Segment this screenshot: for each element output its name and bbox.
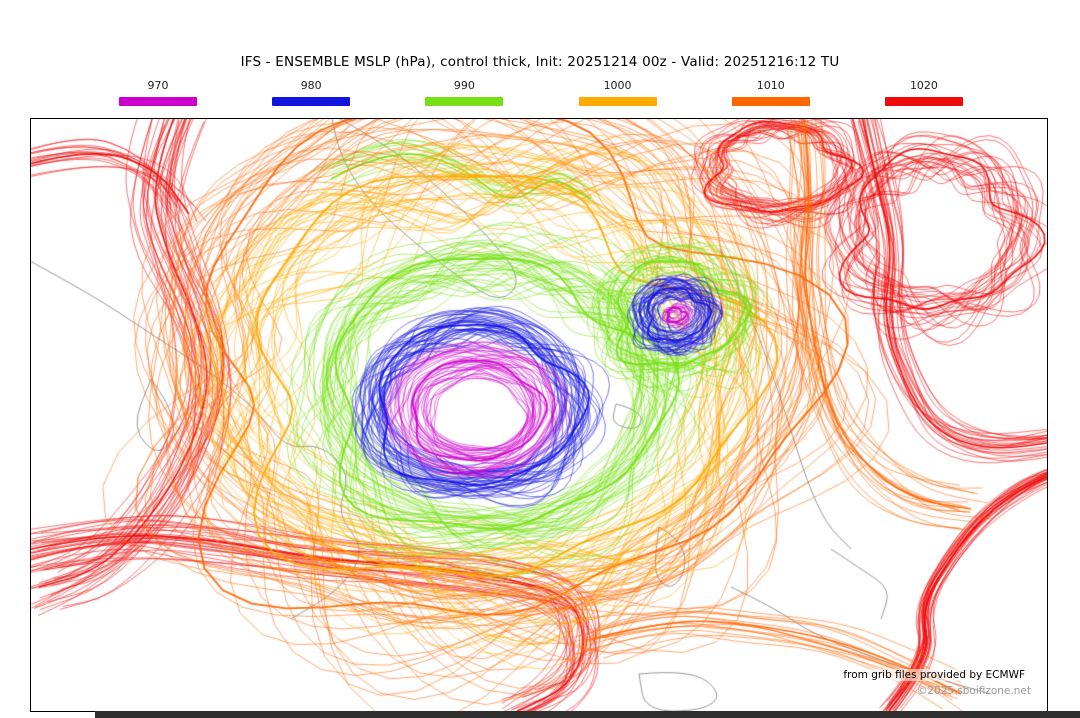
legend-item-970: 970 [118,79,198,106]
legend-label: 1020 [909,79,938,92]
legend-item-1020: 1020 [884,79,964,106]
contour-canvas [31,119,1047,711]
map-area: from grib files provided by ECMWF ©2025 … [30,118,1048,712]
legend-label: 970 [147,79,169,92]
legend-item-990: 990 [424,79,504,106]
legend-color-bar [578,97,657,106]
legend-item-1000: 1000 [578,79,658,106]
legend-color-bar [425,97,504,106]
legend-label: 1010 [756,79,785,92]
legend-color-bar [731,97,810,106]
bottom-bar [95,711,1080,718]
legend-label: 1000 [603,79,632,92]
legend-label: 980 [300,79,322,92]
attribution-ecmwf: from grib files provided by ECMWF [841,669,1027,681]
legend-item-980: 980 [271,79,351,106]
legend-color-bar [884,97,963,106]
pressure-legend: 970 980 990 1000 1010 1020 [118,79,964,106]
legend-color-bar [272,97,351,106]
legend-label: 990 [453,79,475,92]
chart-title: IFS - ENSEMBLE MSLP (hPa), control thick… [240,54,840,70]
legend-item-1010: 1010 [731,79,811,106]
attribution-copyright: ©2025 sboifizone.net [916,685,1031,697]
legend-color-bar [119,97,197,106]
